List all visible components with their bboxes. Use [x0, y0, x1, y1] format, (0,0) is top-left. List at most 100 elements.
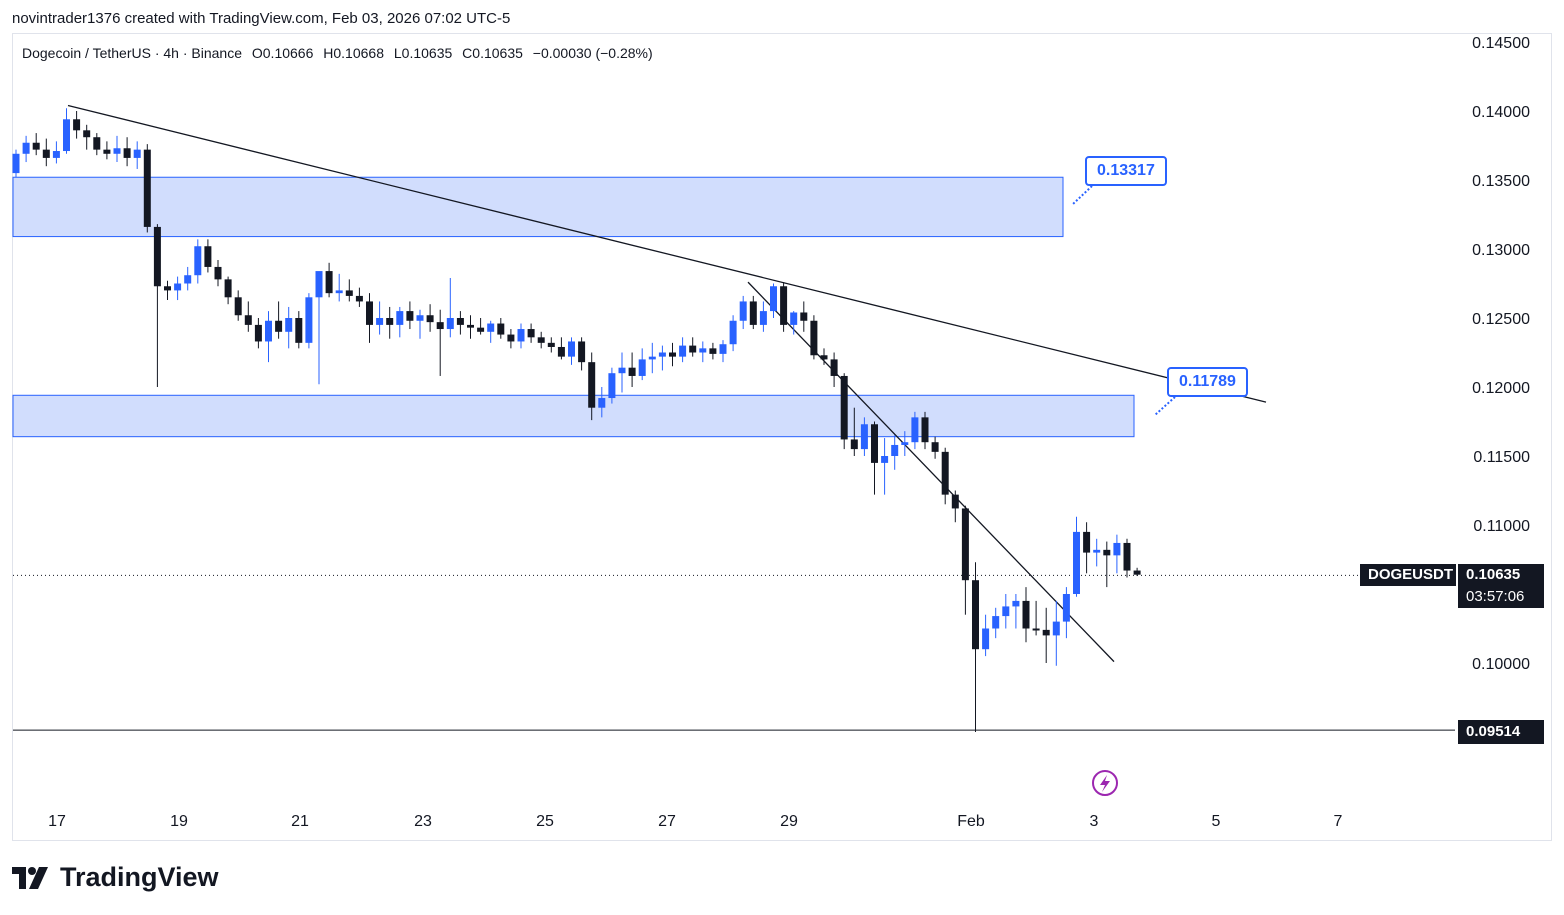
- candle-body: [557, 346, 565, 357]
- candle: [174, 276, 182, 301]
- candle-body: [840, 375, 848, 440]
- candle: [265, 311, 272, 363]
- candle: [557, 337, 565, 360]
- candle-body: [669, 352, 676, 357]
- candle: [1012, 594, 1020, 629]
- candle-body: [204, 246, 212, 267]
- candle-body: [972, 580, 979, 650]
- candle-body: [1052, 621, 1060, 636]
- candle: [739, 295, 747, 330]
- symbol-name[interactable]: Dogecoin / TetherUS · 4h · Binance: [22, 45, 242, 61]
- low-value: L0.10635: [393, 45, 453, 61]
- candle: [658, 345, 666, 371]
- callout-lower-zone[interactable]: 0.11789: [1167, 367, 1248, 397]
- lightning-icon[interactable]: [1092, 770, 1118, 796]
- logo-text: TradingView: [60, 862, 219, 892]
- y-tick-label: 0.10000: [1472, 656, 1530, 673]
- candle: [537, 331, 545, 349]
- candle-body: [305, 297, 313, 343]
- candle-body: [184, 275, 192, 284]
- candle: [416, 309, 424, 339]
- candle: [63, 108, 70, 154]
- candle-body: [376, 318, 384, 325]
- candle-body: [658, 352, 666, 357]
- candle: [204, 239, 212, 273]
- candle: [1093, 538, 1101, 567]
- candle-body: [961, 508, 969, 581]
- y-tick-label: 0.13000: [1472, 242, 1530, 259]
- candle-body: [143, 149, 151, 227]
- lines-layer: [13, 104, 1455, 731]
- candle: [467, 315, 474, 339]
- candle: [184, 266, 192, 291]
- candle-body: [325, 271, 333, 294]
- candle: [1002, 594, 1010, 629]
- candle: [123, 137, 131, 167]
- candle: [951, 490, 959, 523]
- candle-body: [426, 315, 434, 323]
- tradingview-logo[interactable]: TradingView: [12, 862, 219, 893]
- candle-body: [800, 312, 808, 321]
- candle: [42, 138, 50, 167]
- candle-body: [315, 271, 323, 298]
- candle: [638, 348, 646, 381]
- candle: [275, 301, 283, 339]
- candle: [931, 436, 939, 459]
- candle-body: [830, 359, 838, 376]
- x-tick-label: 3: [1090, 813, 1099, 830]
- ticker-badge: DOGEUSDT: [1360, 564, 1456, 586]
- candle-body: [83, 130, 91, 138]
- candle-body: [790, 312, 798, 325]
- callout-upper-zone[interactable]: 0.13317: [1085, 156, 1167, 186]
- candle-body: [679, 345, 687, 357]
- candle: [972, 562, 979, 732]
- candle: [547, 337, 555, 353]
- candle: [1113, 534, 1121, 574]
- candle-body: [153, 226, 161, 287]
- candle: [315, 271, 323, 385]
- candle-body: [103, 149, 111, 154]
- candle: [810, 315, 818, 360]
- candle: [578, 337, 586, 371]
- change-value: −0.00030 (−0.28%): [532, 45, 653, 61]
- candle-body: [1133, 570, 1141, 575]
- candle-body: [194, 246, 202, 276]
- candle-body: [446, 318, 454, 330]
- zone-rect: [12, 176, 1064, 238]
- candle-body: [406, 311, 414, 321]
- candle: [244, 301, 252, 332]
- candle: [335, 273, 343, 302]
- candle: [487, 320, 495, 343]
- candle-body: [133, 149, 141, 158]
- candle-body: [42, 149, 50, 158]
- x-tick-label: 27: [658, 813, 676, 830]
- candle-body: [174, 283, 182, 291]
- candle: [1103, 541, 1111, 588]
- candle-body: [729, 320, 737, 345]
- x-tick-label: 7: [1334, 813, 1343, 830]
- tradingview-logo-icon: [12, 866, 48, 889]
- candle: [780, 282, 788, 332]
- candle: [608, 367, 616, 404]
- candle: [921, 411, 929, 450]
- candle: [820, 348, 828, 365]
- y-tick-label: 0.12500: [1472, 311, 1530, 328]
- candle: [194, 239, 202, 284]
- candle-body: [366, 301, 373, 325]
- callout-pointer: [1072, 185, 1093, 205]
- candle: [961, 505, 969, 615]
- candle-body: [901, 442, 909, 445]
- candle: [224, 276, 232, 305]
- candle: [901, 431, 909, 456]
- x-tick-label: 23: [414, 813, 432, 830]
- candle: [588, 352, 596, 421]
- close-value: C0.10635: [462, 45, 523, 61]
- candle: [446, 277, 454, 338]
- x-tick-label: 21: [291, 813, 309, 830]
- candle: [891, 435, 899, 470]
- candle-body: [467, 324, 474, 328]
- candle-body: [497, 323, 505, 335]
- candle-body: [527, 329, 535, 338]
- candle: [840, 373, 848, 450]
